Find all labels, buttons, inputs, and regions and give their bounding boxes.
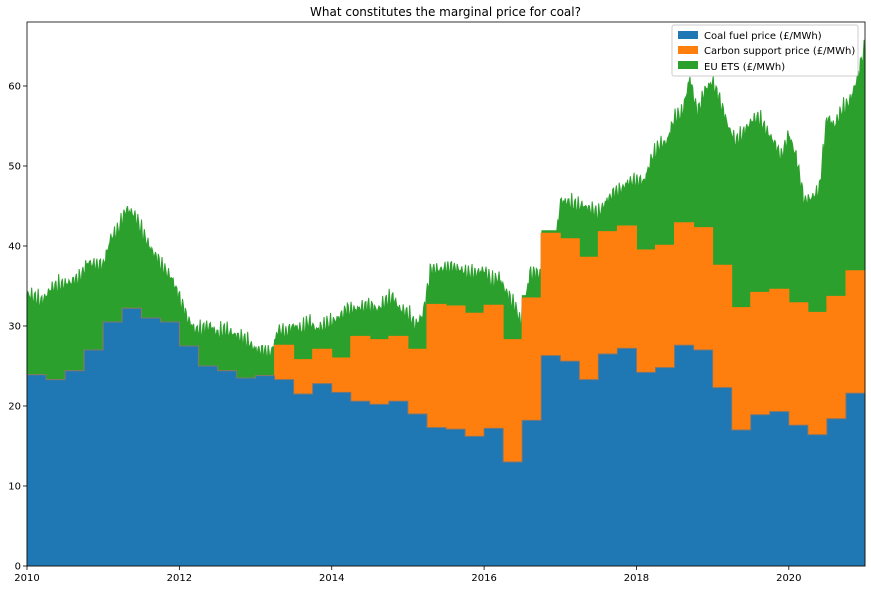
- y-axis: 0 10 20 30 40 50 60: [8, 82, 27, 573]
- x-tick-label: 2010: [14, 573, 39, 584]
- y-tick-label: 50: [8, 162, 21, 173]
- y-tick-label: 0: [15, 562, 21, 573]
- legend-box: [671, 24, 859, 77]
- plot-areas: [26, 39, 866, 567]
- y-tick-label: 40: [8, 242, 21, 253]
- x-tick-label: 2016: [471, 573, 496, 584]
- legend-label-carbon-support: Carbon support price (£/MWh): [704, 46, 855, 57]
- y-tick-label: 10: [8, 482, 21, 493]
- area-eu-ets: [26, 39, 866, 381]
- y-tick-label: 20: [8, 402, 21, 413]
- legend: Coal fuel price (£/MWh) Carbon support p…: [671, 24, 859, 77]
- plot-frame: [26, 21, 866, 567]
- y-tick-label: 30: [8, 322, 21, 333]
- legend-label-eu-ets: EU ETS (£/MWh): [704, 62, 785, 73]
- chart-title: What constitutes the marginal price for …: [310, 5, 581, 19]
- legend-swatch-carbon-support: [678, 46, 698, 54]
- legend-label-coal-fuel: Coal fuel price (£/MWh): [704, 31, 822, 42]
- y-tick-label: 60: [8, 82, 21, 93]
- x-tick-label: 2020: [776, 573, 801, 584]
- legend-swatch-coal-fuel: [678, 31, 698, 39]
- plot-border: [26, 21, 866, 567]
- x-axis: 2010 2012 2014 2016 2018 2020: [14, 566, 802, 584]
- x-tick-label: 2014: [319, 573, 344, 584]
- area-coal-fuel: [26, 307, 866, 567]
- x-tick-label: 2012: [167, 573, 192, 584]
- x-tick-label: 2018: [624, 573, 649, 584]
- legend-swatch-eu-ets: [678, 61, 698, 69]
